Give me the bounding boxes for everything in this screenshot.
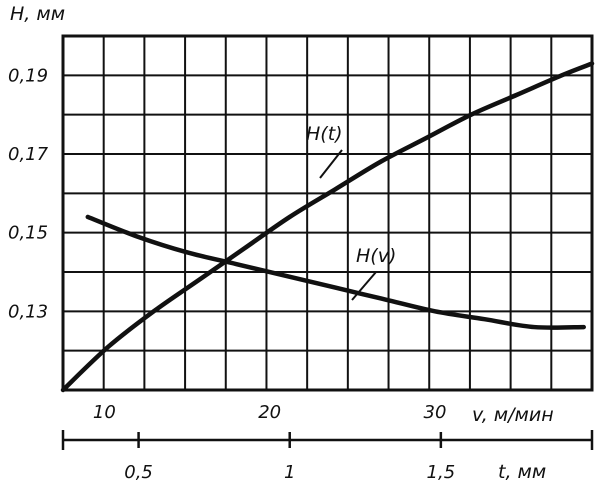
curves xyxy=(60,61,595,393)
x-axis-v: 10 20 30 xyxy=(93,402,447,423)
x-t-tick-label: 1 xyxy=(284,462,295,483)
x-t-tick-label: 0,5 xyxy=(124,462,153,483)
series-label: H(v) xyxy=(356,245,396,267)
series-labels: H(t) H(v) xyxy=(306,123,396,301)
x-v-tick-label: 20 xyxy=(258,402,281,423)
y-tick-label: 0,19 xyxy=(8,65,48,86)
x-axis-t: 0,5 1 1,5 xyxy=(61,430,594,483)
grid xyxy=(63,36,592,390)
y-tick-label: 0,15 xyxy=(8,223,48,244)
series-line-h-v xyxy=(85,214,586,330)
x-axis-t-label: t, мм xyxy=(498,461,546,483)
series-label: H(t) xyxy=(306,123,343,145)
y-tick-label: 0,13 xyxy=(8,301,48,322)
y-ticks: 0,19 0,17 0,15 0,13 xyxy=(8,65,49,322)
x-axis-v-label: v, м/мин xyxy=(472,404,554,426)
plot-frame xyxy=(61,34,594,392)
x-v-tick-label: 10 xyxy=(93,402,116,423)
series-label-leader xyxy=(319,149,343,179)
y-tick-label: 0,17 xyxy=(8,144,49,165)
series-label-leader xyxy=(351,271,377,301)
series-line-h-t xyxy=(60,61,595,393)
x-t-tick-label: 1,5 xyxy=(427,462,456,483)
x-v-tick-label: 30 xyxy=(424,402,447,423)
y-axis-label: H, мм xyxy=(10,3,65,25)
